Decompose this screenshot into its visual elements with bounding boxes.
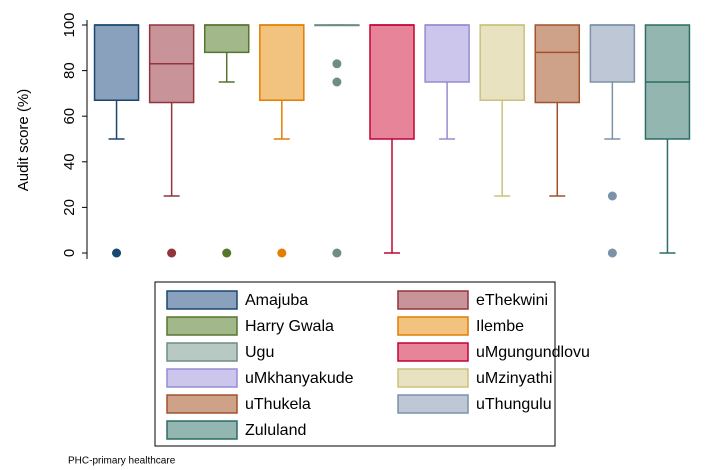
box — [93, 24, 140, 101]
legend-key — [397, 394, 469, 414]
legend-label: uMgungundlovu — [476, 344, 590, 361]
outlier — [222, 248, 232, 258]
outlier — [607, 191, 617, 201]
legend-key — [166, 394, 238, 414]
box — [589, 24, 636, 83]
legend-label: uMzinyathi — [476, 370, 552, 387]
legend-label: uMkhanyakude — [245, 370, 354, 387]
box — [203, 24, 250, 54]
outlier — [167, 248, 177, 258]
box — [424, 24, 470, 83]
legend-label: uThungulu — [476, 396, 552, 413]
legend-key — [397, 290, 469, 310]
outlier — [112, 248, 122, 258]
legend-key — [166, 290, 238, 310]
outlier — [332, 59, 342, 69]
legend-key — [397, 316, 469, 336]
y-tick-label: 100 — [61, 12, 78, 37]
legend-key — [166, 316, 238, 336]
legend-key — [397, 368, 469, 388]
outlier — [332, 77, 342, 87]
legend-key — [166, 368, 238, 388]
outlier — [277, 248, 287, 258]
y-tick-label: 40 — [61, 153, 78, 170]
legend-label: Ugu — [245, 344, 274, 361]
y-tick-label: 20 — [61, 199, 78, 216]
legend-label: Amajuba — [245, 292, 308, 309]
y-tick-label: 60 — [61, 108, 78, 125]
y-axis-title: Audit score (%) — [15, 89, 32, 192]
outlier — [607, 248, 617, 258]
y-tick-label: 80 — [61, 62, 78, 79]
y-tick-label: 0 — [61, 249, 78, 257]
box — [259, 24, 305, 101]
box — [369, 24, 415, 140]
legend-label: Harry Gwala — [245, 318, 334, 335]
legend-label: Zululand — [245, 422, 306, 439]
legend-label: Ilembe — [476, 318, 524, 335]
legend-key — [397, 342, 469, 362]
footnote: PHC-primary healthcare — [68, 456, 176, 467]
legend-key — [166, 342, 238, 362]
box — [479, 24, 525, 101]
box — [534, 24, 581, 104]
legend-label: eThekwini — [476, 292, 548, 309]
outlier — [332, 248, 342, 258]
legend-key — [166, 420, 238, 440]
legend-label: uThukela — [245, 396, 311, 413]
